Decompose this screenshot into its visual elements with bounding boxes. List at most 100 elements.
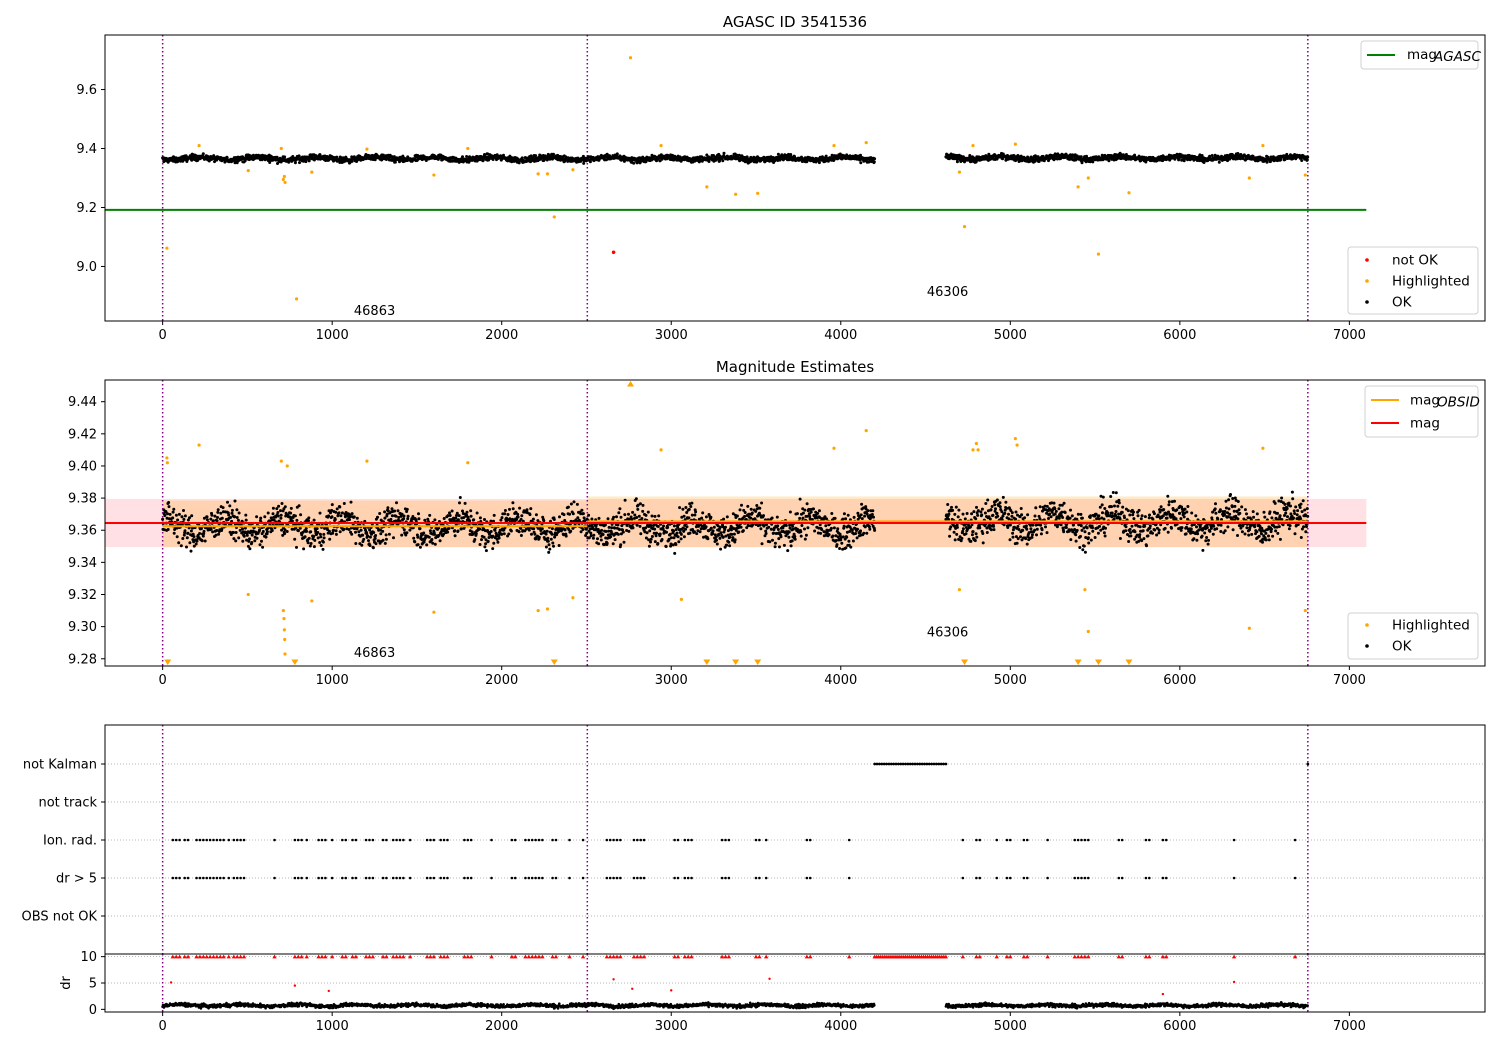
ok-point [656,542,660,545]
ok-point [376,515,379,519]
ok-point [433,542,437,546]
ok-point [338,530,342,534]
legend-label: OK [1392,295,1413,311]
ok-point [954,505,958,509]
ok-point [312,518,316,522]
ok-point [313,538,317,542]
ok-point [817,161,821,165]
highlighted-point [536,172,540,176]
ok-point [202,516,206,520]
ok-point [188,541,192,545]
ok-point [427,535,431,539]
ok-point [202,532,206,536]
ok-point [183,529,187,533]
ok-point [698,530,702,534]
ok-point [194,542,198,546]
ok-point [342,527,346,531]
ok-point [374,534,378,537]
ok-point [687,516,691,520]
ok-point [215,529,219,532]
ok-point [775,515,779,519]
ok-point [234,531,238,534]
ok-point [706,537,710,541]
ok-point [850,528,854,532]
ok-point [949,525,953,529]
ok-point [182,517,186,521]
ok-point [844,517,848,521]
ok-point [859,161,863,165]
ok-point [275,155,279,159]
ok-point [650,514,654,518]
ok-point [789,153,793,156]
ok-point [455,511,459,515]
ok-point [300,533,304,537]
ok-point [259,516,263,520]
ok-point [293,514,297,518]
ok-point [383,516,387,520]
ok-point [1144,160,1148,164]
ok-point [520,514,524,518]
ok-point [685,511,689,514]
ok-point [386,509,390,513]
ok-point [392,536,395,540]
ok-point [873,157,877,161]
ok-point [238,528,242,532]
x-tick-label: 7000 [1333,328,1366,343]
legend-frame [1360,40,1479,70]
ok-point [801,516,805,520]
ok-point [599,538,603,542]
ok-point [482,535,486,539]
ok-point [359,528,363,532]
ok-point [457,514,461,518]
ok-point [475,511,479,515]
ok-point [618,528,621,531]
ok-point [171,510,175,514]
ok-point [471,532,475,536]
ok-point [453,529,457,533]
ok-point [965,512,969,515]
ok-point [422,531,426,535]
ok-point [985,531,989,534]
ok-point [801,511,805,515]
ok-point [446,530,450,534]
ok-point [961,527,965,531]
ok-point [969,539,973,543]
ok-point [290,527,294,531]
ok-point [787,535,791,539]
ok-point [985,526,989,530]
ok-point [550,527,554,531]
ok-point [834,539,838,542]
ok-point [492,513,496,517]
ok-point [462,516,466,520]
ok-point [640,517,644,520]
ok-point [683,518,687,522]
ok-point [416,535,420,539]
ok-point [236,518,240,522]
ok-point [583,519,587,523]
ok-point [744,518,748,521]
ok-point [715,542,719,546]
ok-point [442,532,445,536]
ok-point [589,534,593,538]
ok-point [335,155,339,159]
ok-point [437,526,441,530]
ok-point [649,537,653,541]
ok-point [446,514,450,518]
ok-point [331,531,335,535]
ok-point [318,532,322,536]
ok-point [237,511,241,515]
ok-point [667,537,671,541]
highlighted-point [310,170,314,174]
ok-point [627,517,631,521]
ok-point [813,529,817,533]
ok-point [951,508,955,512]
ok-point [279,513,283,517]
ok-point [727,540,731,544]
ok-point [709,526,713,530]
ok-point [721,159,725,163]
ok-point [172,507,176,511]
ok-point [782,524,786,528]
ok-point [315,527,319,531]
